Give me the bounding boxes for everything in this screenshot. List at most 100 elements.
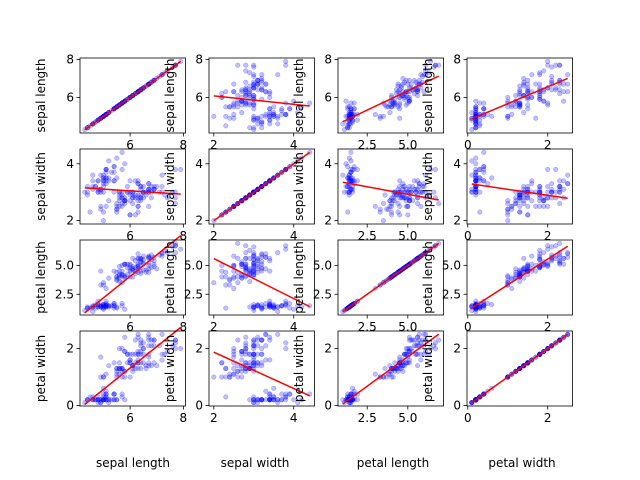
data-point (419, 74, 426, 80)
data-point (521, 79, 527, 85)
data-point (565, 81, 571, 87)
y-tick-label: 8 (66, 53, 74, 67)
data-point (251, 261, 257, 267)
data-point (259, 87, 265, 93)
data-point (243, 62, 249, 68)
data-point (100, 181, 106, 187)
data-point (138, 340, 144, 346)
data-point (505, 201, 511, 207)
data-point (103, 285, 109, 292)
data-point (243, 334, 249, 340)
data-point (343, 98, 349, 104)
y-tick-label: 0 (324, 398, 332, 412)
data-point (122, 334, 128, 340)
data-point (263, 89, 269, 95)
data-point (549, 64, 555, 70)
data-point (251, 337, 257, 343)
data-point (267, 113, 273, 119)
data-point (397, 115, 403, 121)
data-point (271, 111, 277, 117)
data-point (259, 77, 265, 83)
data-point (545, 58, 551, 64)
data-point (561, 98, 567, 104)
data-point (525, 87, 531, 93)
data-point (541, 98, 547, 104)
data-point (390, 98, 396, 104)
data-point (127, 374, 133, 380)
data-point (103, 371, 109, 377)
data-point (119, 365, 125, 372)
data-point (525, 77, 531, 83)
data-point (513, 104, 519, 110)
data-point (397, 102, 403, 108)
data-point (525, 102, 531, 108)
data-point (259, 79, 265, 85)
data-point (393, 87, 399, 93)
y-tick-label: 5.0 (313, 258, 332, 272)
data-point (111, 178, 117, 184)
data-point (251, 125, 257, 131)
data-point (283, 246, 289, 252)
y-tick-label: 2.5 (442, 287, 461, 301)
data-point (95, 189, 101, 195)
y-tick-label: 6 (66, 90, 74, 104)
plot-area (467, 58, 573, 133)
data-point (411, 178, 417, 184)
data-point (406, 98, 412, 104)
data-point (406, 198, 412, 204)
data-point (255, 255, 261, 261)
plot-frame (337, 57, 444, 134)
data-point (231, 348, 237, 355)
data-point (473, 121, 479, 127)
data-point (111, 360, 117, 366)
data-point (243, 89, 249, 95)
data-point (122, 198, 128, 204)
data-point (267, 121, 273, 127)
data-point (235, 255, 241, 261)
data-point (553, 87, 559, 93)
data-point (557, 91, 563, 97)
x-tick-label: 2 (210, 411, 218, 425)
data-point (223, 113, 229, 119)
data-point (247, 87, 253, 93)
data-point (223, 104, 229, 110)
data-point (384, 374, 390, 380)
data-point (473, 108, 479, 114)
data-point (426, 70, 432, 76)
data-point (389, 212, 395, 218)
data-point (255, 81, 261, 87)
y-axis-label: petal length (163, 241, 177, 313)
data-point (346, 155, 352, 161)
data-point (557, 201, 563, 207)
data-point (251, 113, 257, 119)
data-point (397, 178, 403, 184)
data-point (517, 83, 523, 89)
data-point (130, 201, 136, 207)
data-point (103, 169, 109, 175)
data-point (473, 104, 479, 110)
y-axis-label: sepal width (421, 152, 435, 221)
data-point (415, 201, 421, 207)
data-point (247, 278, 253, 285)
data-point (406, 360, 412, 366)
data-point (549, 77, 555, 83)
data-point (255, 77, 261, 83)
data-point (283, 111, 289, 117)
data-point (219, 91, 225, 97)
data-point (251, 74, 257, 80)
data-point (385, 104, 391, 110)
data-point (553, 85, 559, 91)
y-axis-label: sepal width (292, 152, 306, 221)
data-point (557, 62, 563, 68)
data-point (140, 195, 146, 201)
data-point (103, 166, 109, 172)
data-point (251, 117, 257, 123)
data-point (525, 106, 531, 112)
plot-area (80, 149, 186, 224)
data-point (402, 96, 408, 102)
data-point (348, 100, 354, 106)
y-tick-label: 2 (453, 342, 461, 356)
data-point (223, 305, 229, 311)
data-point (247, 70, 253, 76)
